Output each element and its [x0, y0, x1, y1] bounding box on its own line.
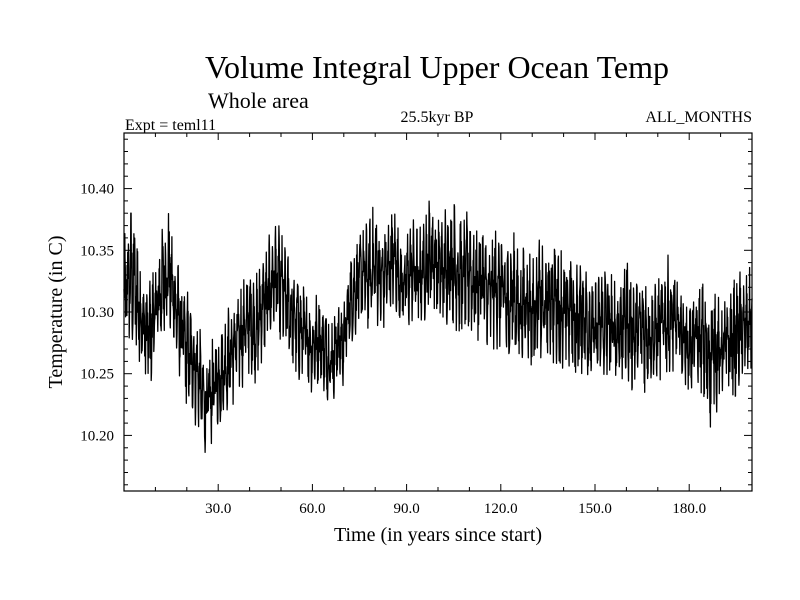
chart-title: Volume Integral Upper Ocean Temp: [205, 49, 669, 85]
series-line: [123, 200, 753, 454]
y-axis-label: Temperature (in C): [45, 236, 67, 389]
x-tick-label: 120.0: [484, 501, 518, 517]
y-tick-label: 10.20: [80, 428, 114, 444]
experiment-label: Expt = teml11: [125, 117, 216, 134]
x-tick-label: 150.0: [578, 501, 612, 517]
chart-subtitle: Whole area: [208, 88, 309, 113]
y-tick-label: 10.35: [80, 243, 114, 259]
y-tick-label: 10.40: [80, 182, 114, 198]
x-tick-label: 90.0: [393, 501, 419, 517]
y-tick-label: 10.25: [80, 367, 114, 383]
plot-content: [123, 200, 753, 454]
period-label: 25.5kyr BP: [401, 109, 474, 126]
y-tick-label: 10.30: [80, 305, 114, 321]
x-tick-label: 30.0: [205, 501, 231, 517]
y-axis: 10.20 10.25 10.30 10.35 10.40: [80, 138, 752, 486]
months-label: ALL_MONTHS: [645, 109, 752, 126]
x-tick-label: 180.0: [672, 501, 706, 517]
x-axis: 30.0 60.0 90.0 120.0 150.0 180.0: [154, 133, 722, 517]
x-tick-label: 60.0: [299, 501, 325, 517]
x-axis-label: Time (in years since start): [334, 524, 542, 546]
